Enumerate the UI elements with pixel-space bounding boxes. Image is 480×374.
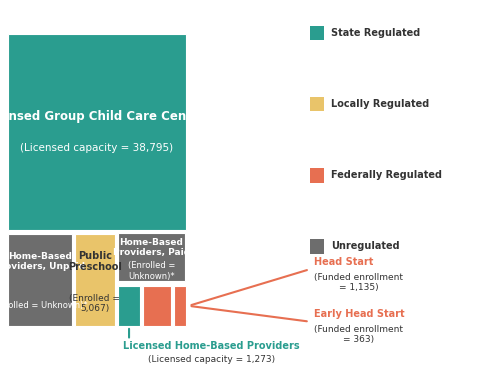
- Text: Home-Based
Providers, Unpaid: Home-Based Providers, Unpaid: [0, 252, 85, 271]
- Text: Early Head Start: Early Head Start: [314, 309, 405, 319]
- Text: Licensed Home-Based Providers: Licensed Home-Based Providers: [123, 341, 300, 351]
- Text: (Funded enrollment
= 1,135): (Funded enrollment = 1,135): [314, 273, 403, 292]
- Text: Public
Preschool: Public Preschool: [68, 251, 122, 272]
- Text: Federally Regulated: Federally Regulated: [331, 171, 442, 180]
- Text: Unregulated: Unregulated: [331, 242, 400, 251]
- Text: (Licensed capacity = 1,273): (Licensed capacity = 1,273): [148, 355, 275, 364]
- Text: Locally Regulated: Locally Regulated: [331, 99, 429, 109]
- Text: (Licensed capacity = 38,795): (Licensed capacity = 38,795): [21, 142, 174, 153]
- Text: Home-Based
Providers, Paid: Home-Based Providers, Paid: [113, 238, 190, 257]
- Bar: [8, 234, 72, 326]
- Text: (Enrolled = Unknown)*: (Enrolled = Unknown)*: [0, 301, 88, 310]
- Bar: [143, 286, 171, 326]
- Text: (Enrolled =
5,067): (Enrolled = 5,067): [70, 294, 120, 313]
- Bar: [75, 234, 115, 326]
- Bar: [8, 34, 186, 230]
- Text: (Enrolled =
Unknown)*: (Enrolled = Unknown)*: [128, 261, 175, 280]
- Bar: [174, 286, 186, 326]
- Bar: [118, 233, 185, 281]
- Text: Licensed Group Child Care Centers: Licensed Group Child Care Centers: [0, 110, 213, 123]
- Text: (Funded enrollment
= 363): (Funded enrollment = 363): [314, 325, 403, 344]
- Text: Head Start: Head Start: [314, 257, 374, 267]
- Bar: [118, 286, 140, 326]
- Text: State Regulated: State Regulated: [331, 28, 420, 38]
